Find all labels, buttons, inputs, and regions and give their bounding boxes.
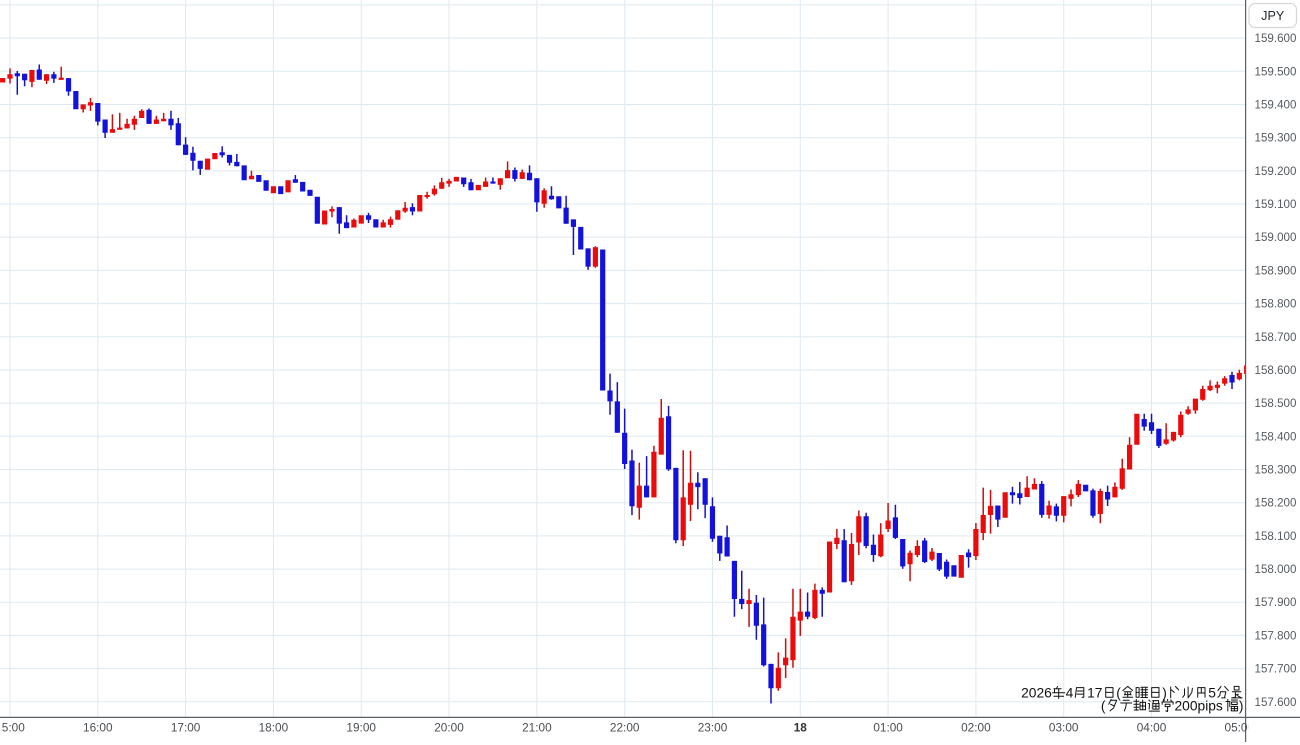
svg-text:4: 4 [1066, 685, 1074, 700]
svg-text:22:00: 22:00 [610, 721, 640, 735]
svg-text:200pips: 200pips [1175, 698, 1223, 713]
svg-text:15:00: 15:00 [0, 721, 25, 735]
svg-text:158.200: 158.200 [1255, 497, 1297, 510]
svg-text:159.300: 159.300 [1255, 132, 1297, 145]
svg-text:02:00: 02:00 [961, 721, 991, 735]
svg-text:158.400: 158.400 [1255, 430, 1297, 443]
svg-text:158.800: 158.800 [1255, 298, 1297, 311]
svg-text:2026: 2026 [1021, 685, 1052, 700]
svg-text:159.200: 159.200 [1255, 165, 1297, 178]
svg-text:159.500: 159.500 [1255, 65, 1297, 78]
svg-text:): ) [1239, 698, 1244, 713]
svg-text:21:00: 21:00 [522, 721, 552, 735]
svg-text:17:00: 17:00 [171, 721, 201, 735]
svg-text:20:00: 20:00 [434, 721, 464, 735]
svg-text:16:00: 16:00 [83, 721, 113, 735]
svg-text:159.000: 159.000 [1255, 231, 1297, 244]
svg-text:157.900: 157.900 [1255, 596, 1297, 609]
svg-text:18:00: 18:00 [259, 721, 289, 735]
svg-text:159.400: 159.400 [1255, 99, 1297, 112]
svg-text:158.500: 158.500 [1255, 397, 1297, 410]
svg-text:158.100: 158.100 [1255, 530, 1297, 543]
svg-text:(: ( [1101, 698, 1106, 713]
svg-text:03:00: 03:00 [1049, 721, 1079, 735]
svg-text:04:00: 04:00 [1137, 721, 1167, 735]
svg-text:159.600: 159.600 [1255, 32, 1297, 45]
svg-text:19:00: 19:00 [346, 721, 376, 735]
svg-text:157.600: 157.600 [1255, 696, 1297, 709]
svg-text:JPY: JPY [1261, 9, 1285, 23]
svg-text:159.100: 159.100 [1255, 198, 1297, 211]
svg-text:158.900: 158.900 [1255, 264, 1297, 277]
svg-text:157.800: 157.800 [1255, 629, 1297, 642]
svg-text:18: 18 [794, 721, 808, 735]
svg-text:05:00: 05:00 [1225, 721, 1255, 735]
svg-text:158.000: 158.000 [1255, 563, 1297, 576]
svg-text:5: 5 [1208, 685, 1216, 700]
svg-text:): ) [1162, 685, 1167, 700]
svg-text:17: 17 [1087, 685, 1102, 700]
svg-text:(: ( [1116, 685, 1121, 700]
svg-text:157.700: 157.700 [1255, 663, 1297, 676]
svg-text:158.600: 158.600 [1255, 364, 1297, 377]
svg-text:01:00: 01:00 [873, 721, 903, 735]
svg-text:158.700: 158.700 [1255, 331, 1297, 344]
svg-text:23:00: 23:00 [698, 721, 728, 735]
svg-text:158.300: 158.300 [1255, 464, 1297, 477]
